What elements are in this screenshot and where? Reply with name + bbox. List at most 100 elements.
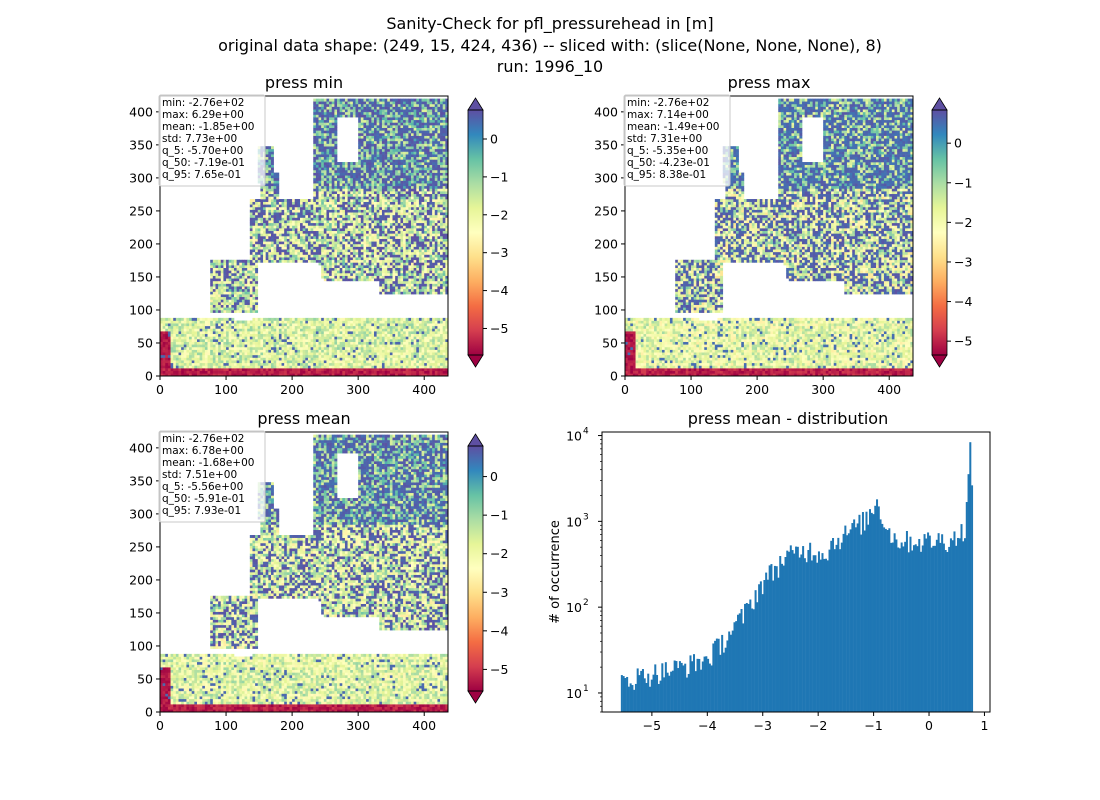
- heatmap-cell: [255, 341, 259, 345]
- heatmap-cell: [265, 336, 269, 340]
- heatmap-cell: [276, 183, 280, 187]
- heatmap-cell: [358, 278, 362, 282]
- heatmap-cell: [326, 352, 330, 356]
- heatmap-cell: [389, 354, 393, 358]
- heatmap-cell: [247, 362, 251, 366]
- heatmap-cell: [350, 193, 354, 197]
- heatmap-cell: [318, 262, 322, 266]
- heatmap-cell: [300, 225, 303, 229]
- heatmap-cell: [273, 243, 277, 247]
- heatmap-cell: [329, 339, 333, 342]
- heatmap-cell: [160, 373, 163, 376]
- heatmap-cell: [278, 354, 282, 358]
- heatmap-cell: [300, 236, 303, 239]
- heatmap-cell: [236, 349, 240, 353]
- heatmap-cell: [366, 265, 370, 268]
- heatmap-cell: [286, 360, 290, 364]
- heatmap-cell: [360, 349, 364, 353]
- heatmap-cell: [339, 349, 343, 353]
- heatmap-cell: [374, 265, 377, 268]
- heatmap-cell: [360, 130, 364, 134]
- heatmap-cell: [249, 204, 253, 208]
- heatmap-cell: [270, 365, 274, 369]
- heatmap-cell: [252, 357, 256, 361]
- heatmap-cell: [260, 328, 264, 332]
- heatmap-cell: [289, 331, 293, 335]
- heatmap-cell: [294, 212, 298, 216]
- heatmap-cell: [337, 251, 340, 255]
- heatmap-cell: [255, 320, 259, 324]
- heatmap-cell: [210, 365, 214, 369]
- heatmap-cell: [384, 236, 388, 239]
- heatmap-cell: [241, 357, 245, 361]
- heatmap-cell: [389, 336, 393, 340]
- heatmap-cell: [183, 328, 187, 332]
- heatmap-cell: [268, 167, 272, 171]
- heatmap-cell: [329, 236, 333, 239]
- heatmap-cell: [244, 270, 248, 274]
- heatmap-cell: [268, 230, 272, 234]
- heatmap-cell: [263, 241, 266, 245]
- heatmap-cell: [337, 243, 340, 247]
- heatmap-cell: [334, 122, 338, 126]
- heatmap-cell: [350, 209, 354, 213]
- heatmap-cell: [313, 352, 317, 356]
- heatmap-cell: [379, 246, 383, 250]
- heatmap-cell: [363, 196, 367, 200]
- heatmap-cell: [344, 220, 348, 224]
- heatmap-cell: [376, 217, 380, 221]
- heatmap-cell: [374, 222, 377, 226]
- heatmap-cell: [363, 259, 367, 263]
- heatmap-cell: [315, 127, 319, 131]
- heatmap-cell: [276, 238, 280, 242]
- heatmap-cell: [371, 331, 375, 335]
- heatmap-cell: [276, 243, 280, 247]
- heatmap-cell: [239, 265, 243, 268]
- heatmap-cell: [387, 236, 391, 239]
- heatmap-cell: [342, 278, 346, 282]
- heatmap-cell: [191, 370, 195, 374]
- heatmap-cell: [355, 106, 359, 110]
- heatmap-cell: [239, 341, 243, 345]
- heatmap-cell: [371, 251, 375, 255]
- heatmap-cell: [381, 325, 385, 329]
- heatmap-cell: [358, 185, 362, 189]
- heatmap-cell: [212, 357, 216, 361]
- heatmap-cell: [331, 172, 335, 176]
- heatmap-cell: [384, 259, 388, 263]
- heatmap-cell: [368, 228, 372, 232]
- heatmap-cell: [366, 196, 370, 200]
- heatmap-cell: [207, 341, 211, 345]
- heatmap-cell: [355, 323, 359, 327]
- heatmap-cell: [384, 130, 388, 134]
- heatmap-cell: [358, 146, 362, 150]
- heatmap-cell: [358, 132, 362, 136]
- heatmap-cell: [265, 238, 269, 242]
- heatmap-cell: [389, 117, 393, 121]
- heatmap-cell: [387, 122, 391, 126]
- heatmap-cell: [358, 344, 362, 348]
- heatmap-cell: [212, 291, 216, 295]
- heatmap-cell: [366, 246, 370, 250]
- heatmap-cell: [289, 370, 293, 374]
- heatmap-cell: [339, 193, 343, 197]
- heatmap-cell: [371, 230, 375, 234]
- heatmap-cell: [358, 122, 362, 126]
- heatmap-cell: [286, 328, 290, 332]
- heatmap-cell: [249, 209, 253, 213]
- heatmap-cell: [371, 243, 375, 247]
- heatmap-cell: [284, 325, 288, 329]
- heatmap-cell: [260, 241, 264, 245]
- heatmap-cell: [268, 146, 272, 150]
- heatmap-cell: [366, 169, 370, 173]
- heatmap-cell: [384, 265, 388, 268]
- heatmap-cell: [165, 341, 169, 345]
- heatmap-cell: [196, 328, 200, 332]
- heatmap-cell: [165, 333, 169, 337]
- heatmap-cell: [181, 373, 185, 376]
- heatmap-cell: [204, 325, 208, 329]
- heatmap-cell: [358, 175, 362, 179]
- heatmap-cell: [181, 365, 185, 369]
- heatmap-cell: [326, 114, 330, 118]
- heatmap-cell: [239, 280, 243, 284]
